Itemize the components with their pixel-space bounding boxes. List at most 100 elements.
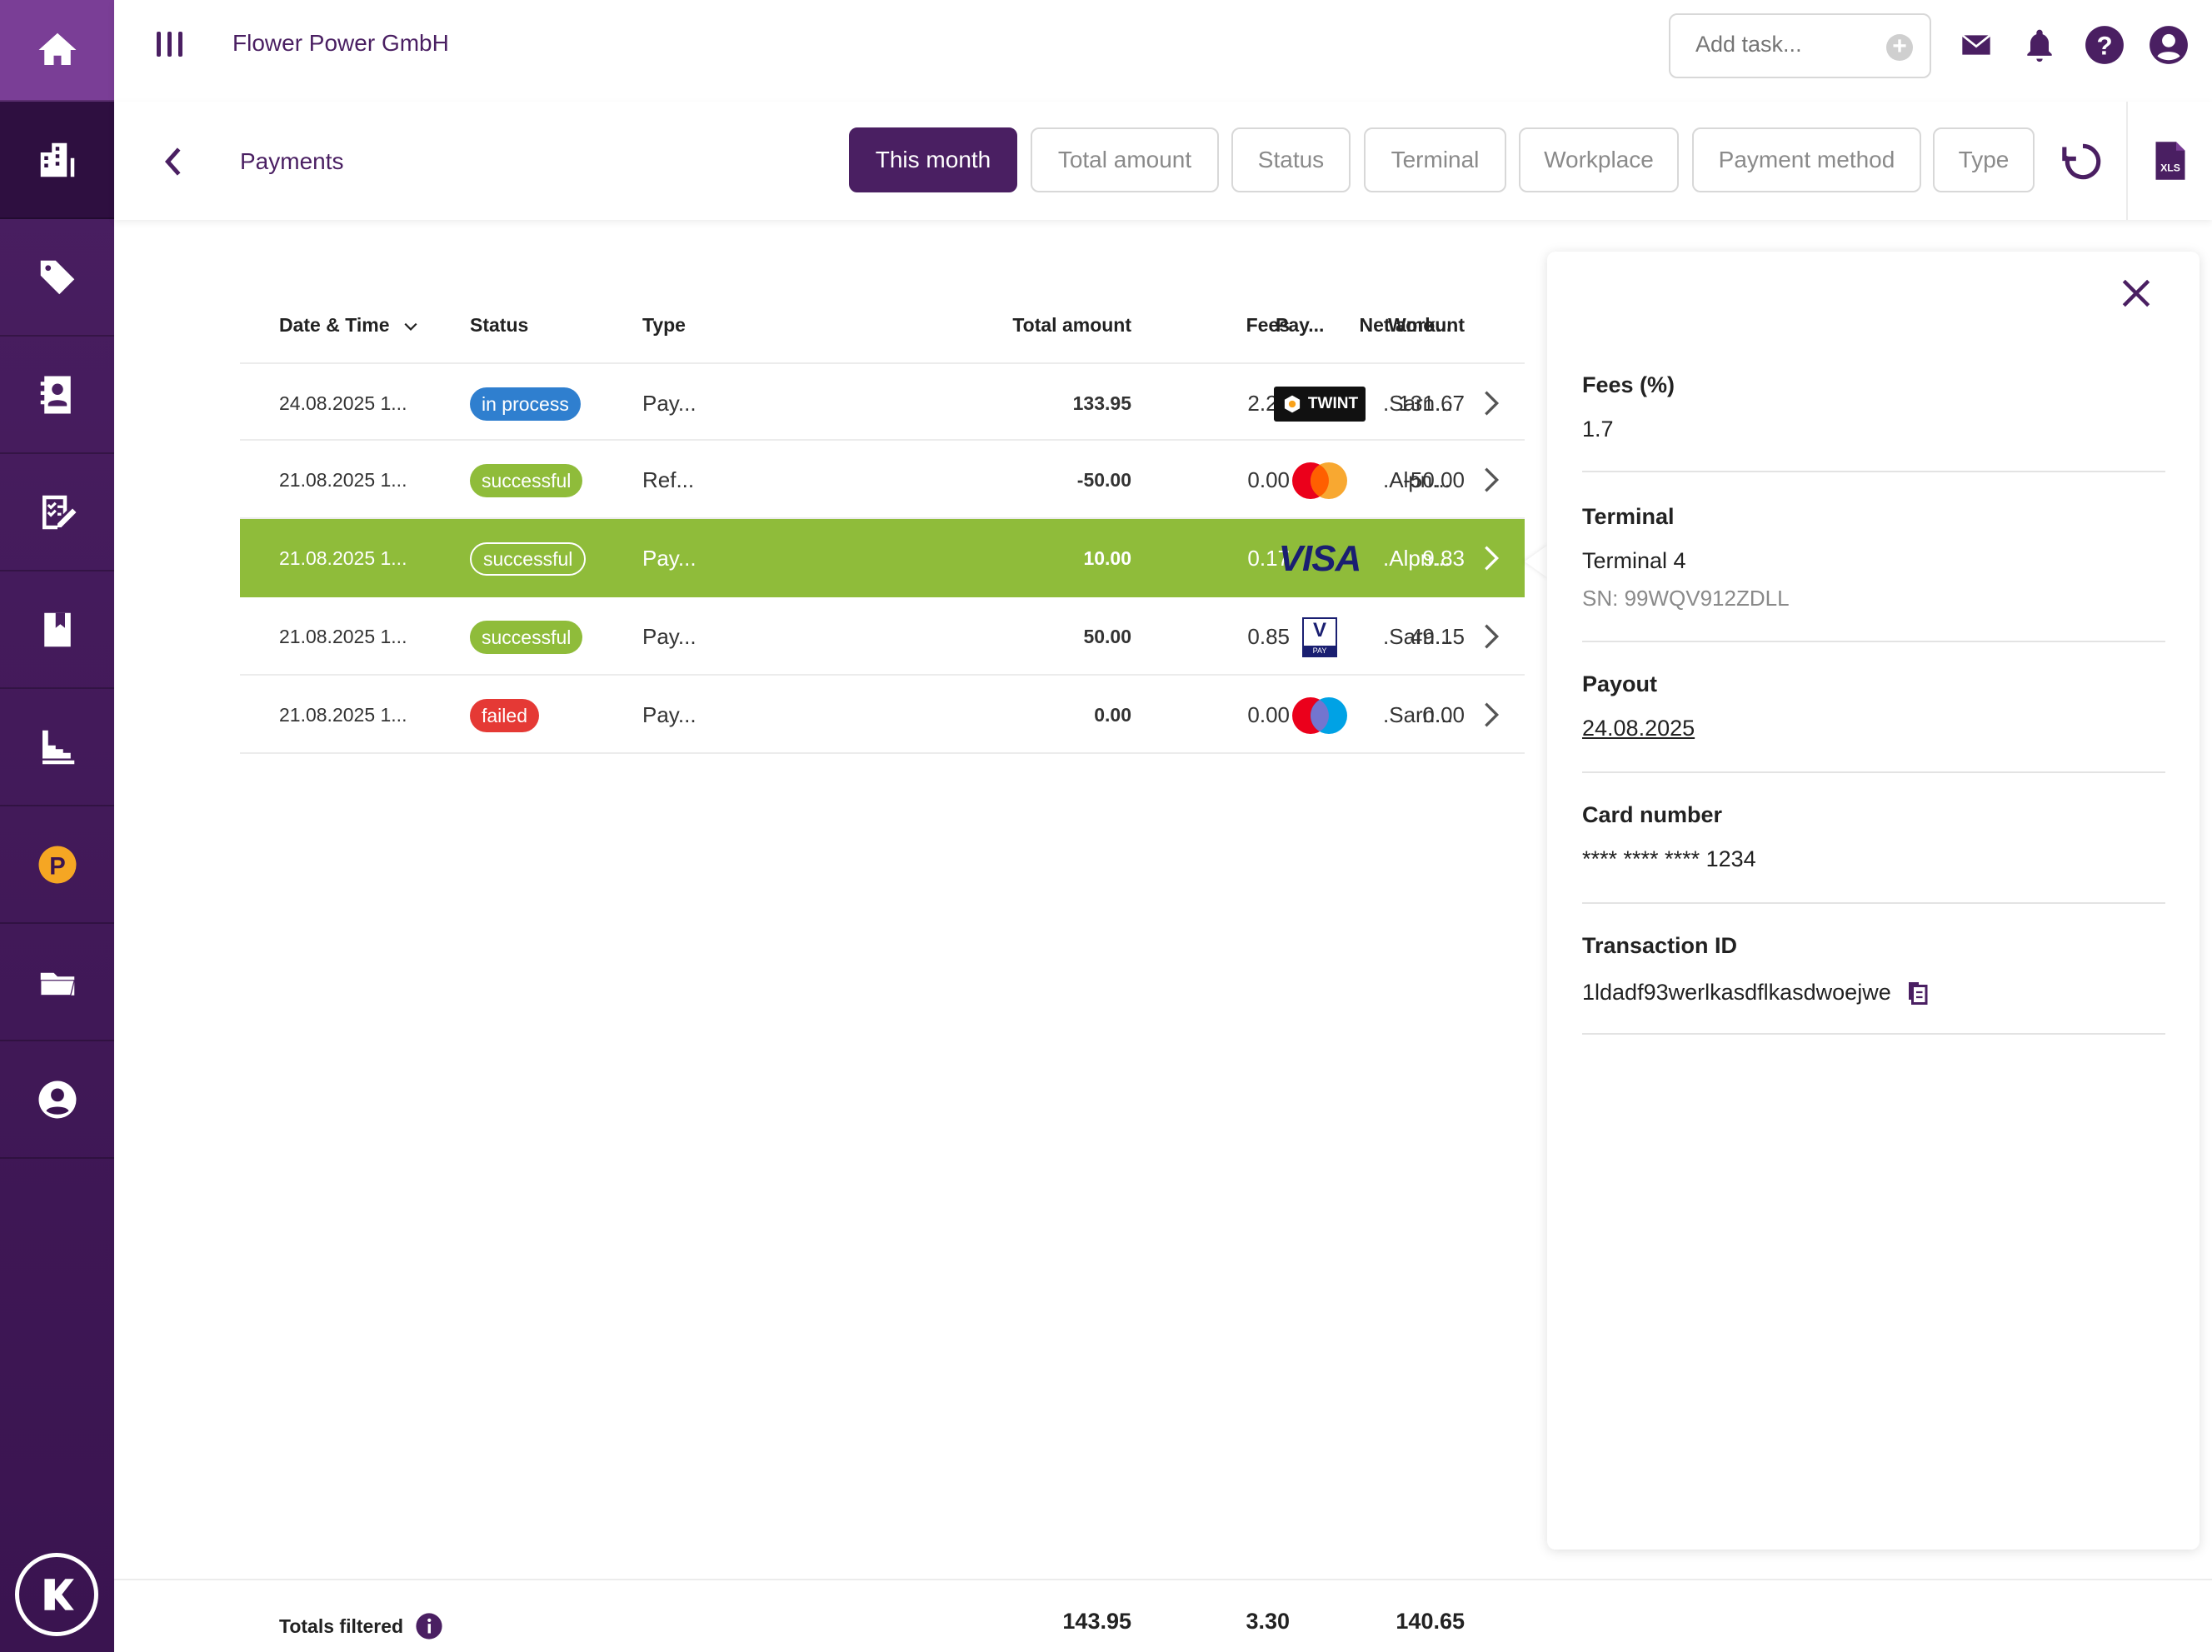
detail-fees: Fees (%) 1.7 (1582, 372, 2165, 472)
folder-icon (39, 972, 75, 996)
header-type[interactable]: Type (642, 314, 686, 336)
table-row[interactable]: 21.08.2025 1... successful Pay... 50.00 … (240, 597, 1525, 676)
table-row[interactable]: 21.08.2025 1... failed Pay... 0.00 0.00 … (240, 676, 1525, 754)
filter-terminal[interactable]: Terminal (1364, 127, 1506, 192)
filter-this-month[interactable]: This month (849, 127, 1017, 192)
totals-fees: 3.30 (1246, 1609, 1290, 1634)
totals-footer: Totals filtered 143.95 3.30 140.65 (114, 1579, 2212, 1652)
table-row-selected[interactable]: 21.08.2025 1... successful Pay... 10.00 … (240, 519, 1525, 597)
help-icon[interactable]: ? (2084, 23, 2125, 67)
row-chevron-right-icon[interactable] (1483, 701, 1500, 729)
back-chevron-icon[interactable] (161, 145, 186, 178)
transaction-detail-panel: Fees (%) 1.7 Terminal Terminal 4 SN: 99W… (1547, 252, 2200, 1550)
cell-net: -50.00 (1403, 467, 1465, 492)
export-xls-button[interactable]: XLS (2126, 102, 2212, 220)
sort-chevron-down-icon[interactable] (403, 322, 418, 332)
detail-payout-link[interactable]: 24.08.2025 (1582, 716, 1695, 741)
sidebar-item-reports[interactable] (0, 689, 114, 806)
cell-date: 21.08.2025 1... (279, 703, 407, 726)
detail-fees-label: Fees (%) (1582, 372, 1675, 397)
k-logo-icon (44, 1579, 74, 1610)
cell-type: Pay... (642, 623, 697, 649)
table-row[interactable]: 21.08.2025 1... successful Ref... -50.00… (240, 441, 1525, 519)
filter-status[interactable]: Status (1231, 127, 1351, 192)
filter-workplace[interactable]: Workplace (1519, 127, 1679, 192)
menu-icon[interactable] (154, 32, 184, 60)
cell-total: 50.00 (1083, 625, 1131, 647)
home-icon (38, 32, 76, 65)
cell-type: Pay... (642, 701, 697, 727)
sidebar-item-points[interactable]: P (0, 806, 114, 924)
detail-terminal: Terminal Terminal 4 SN: 99WQV912ZDLL (1582, 504, 2165, 642)
sidebar: P (0, 0, 114, 1652)
filter-type[interactable]: Type (1933, 127, 2035, 192)
sidebar-item-contacts[interactable] (0, 337, 114, 454)
close-icon[interactable] (2118, 275, 2155, 312)
row-chevron-right-icon[interactable] (1483, 544, 1500, 572)
row-chevron-right-icon[interactable] (1483, 466, 1500, 494)
points-icon: P (38, 846, 76, 883)
sidebar-item-home[interactable] (0, 0, 114, 102)
checklist-icon (42, 495, 76, 529)
header-date[interactable]: Date & Time (279, 314, 418, 337)
sidebar-item-products[interactable] (0, 219, 114, 337)
xls-file-icon: XLS (2155, 142, 2185, 180)
account-icon[interactable] (2148, 23, 2190, 67)
totals-total: 143.95 (1062, 1609, 1131, 1634)
info-icon[interactable] (415, 1612, 443, 1640)
company-name[interactable]: Flower Power GmbH (232, 30, 449, 56)
user-icon (38, 1081, 76, 1118)
header-status[interactable]: Status (470, 314, 529, 336)
sidebar-item-profile[interactable] (0, 1041, 114, 1159)
detail-fees-value: 1.7 (1582, 417, 1614, 442)
copy-icon[interactable] (1901, 977, 1931, 1007)
cell-fees: 0.00 (1247, 467, 1290, 492)
header-net[interactable]: Net amount (1359, 314, 1466, 336)
cell-date: 24.08.2025 1... (279, 392, 407, 414)
status-badge: successful (470, 464, 583, 497)
refresh-icon[interactable] (2060, 138, 2106, 185)
header-payment-method[interactable]: Pay... (1276, 314, 1325, 336)
brand-logo[interactable] (15, 1553, 98, 1636)
mail-icon[interactable] (1955, 23, 1997, 67)
tag-icon (40, 260, 74, 294)
detail-terminal-label: Terminal (1582, 504, 1675, 529)
status-badge: successful (470, 542, 587, 576)
row-chevron-right-icon[interactable] (1483, 389, 1500, 417)
cell-net: 49.15 (1410, 623, 1465, 649)
svg-text:P: P (49, 853, 66, 880)
detail-transaction: Transaction ID 1ldadf93werlkasdflkasdwoe… (1582, 933, 2165, 1035)
cell-date: 21.08.2025 1... (279, 547, 407, 569)
cell-fees: 0.17 (1247, 545, 1290, 571)
row-chevron-right-icon[interactable] (1483, 622, 1500, 651)
sidebar-item-company[interactable] (0, 102, 114, 219)
status-badge: in process (470, 387, 581, 421)
totals-net: 140.65 (1396, 1609, 1465, 1634)
filter-total-amount[interactable]: Total amount (1031, 127, 1219, 192)
visa-logo-icon: VISA (1278, 538, 1362, 579)
add-task-input[interactable] (1695, 32, 1879, 57)
status-badge: failed (470, 699, 539, 732)
cell-workplace: .Alpn... (1383, 467, 1451, 492)
cell-date: 21.08.2025 1... (279, 625, 407, 647)
sidebar-item-tasks[interactable] (0, 454, 114, 571)
filter-payment-method[interactable]: Payment method (1692, 127, 1921, 192)
header-workplace[interactable]: Work... (1388, 314, 1452, 336)
bell-icon[interactable] (2019, 23, 2060, 67)
add-task-field[interactable]: + (1669, 13, 1931, 78)
panel-pointer (1525, 545, 1548, 578)
cell-workplace: .Sarn... (1383, 623, 1453, 649)
header-total[interactable]: Total amount (1012, 314, 1131, 336)
sidebar-item-files[interactable] (0, 924, 114, 1041)
sidebar-item-catalog[interactable] (0, 571, 114, 689)
detail-transaction-value: 1ldadf93werlkasdflkasdwoejwe (1582, 979, 1891, 1005)
cell-total: 0.00 (1094, 703, 1131, 726)
detail-terminal-sn: SN: 99WQV912ZDLL (1582, 586, 1790, 611)
table-row[interactable]: 24.08.2025 1... in process Pay... 133.95… (240, 362, 1525, 441)
totals-label: Totals filtered (279, 1615, 404, 1637)
cell-net: 9.83 (1422, 545, 1465, 571)
mastercard-logo-icon (1273, 462, 1366, 500)
header-fees[interactable]: Fees (1246, 314, 1290, 336)
add-task-plus-icon[interactable]: + (1886, 34, 1913, 61)
contacts-icon (40, 376, 71, 413)
